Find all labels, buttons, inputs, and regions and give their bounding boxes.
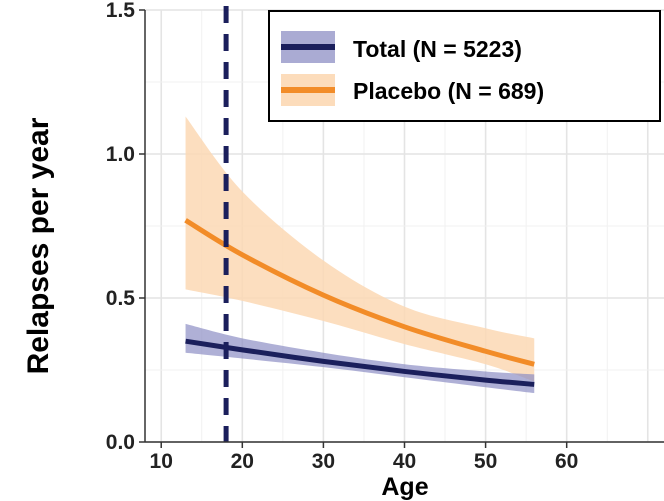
- series-line: [185, 338, 535, 387]
- y-tick-label: 0.0: [106, 431, 135, 454]
- axis-ticks: 10 20 30 40 50 60 0.0 0.5 1.0 1.5: [106, 0, 579, 473]
- x-tick-label: 20: [231, 450, 254, 473]
- legend: Total (N = 5223) Placebo (N = 689): [268, 10, 661, 122]
- series-line: [184, 218, 535, 367]
- y-tick-label: 0.5: [106, 287, 136, 310]
- series-lines: [184, 218, 535, 387]
- y-tick-label: 1.5: [106, 0, 136, 22]
- x-tick-label: 40: [393, 450, 416, 473]
- x-tick-label: 50: [474, 450, 497, 473]
- x-tick-label: 60: [555, 450, 578, 473]
- y-tick-label: 1.0: [106, 143, 135, 166]
- y-axis-title: Relapses per year: [22, 117, 55, 374]
- x-axis-title: Age: [381, 473, 428, 501]
- x-tick-label: 30: [312, 450, 335, 473]
- x-tick-label: 10: [150, 450, 173, 473]
- legend-label-total: Total (N = 5223): [353, 36, 522, 62]
- legend-label-placebo: Placebo (N = 689): [353, 78, 544, 104]
